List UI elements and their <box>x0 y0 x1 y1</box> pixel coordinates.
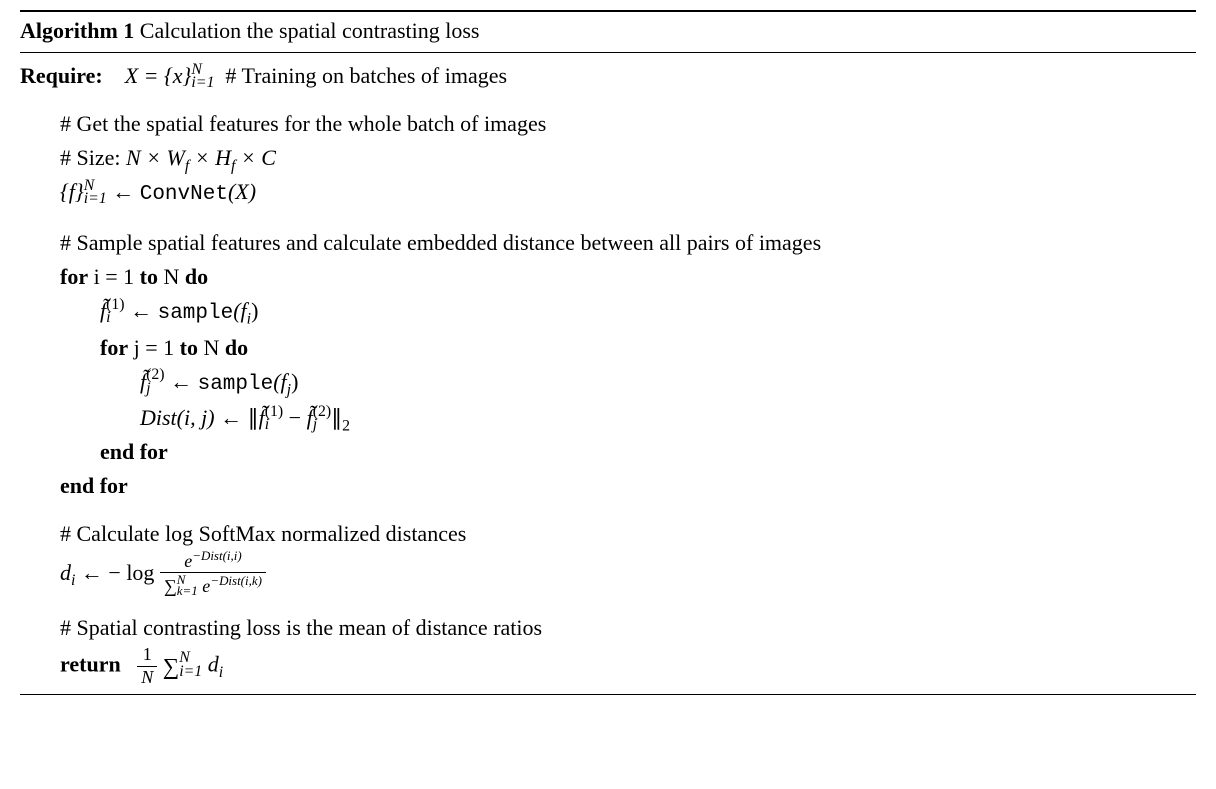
gap <box>20 212 1196 226</box>
algorithm-number: Algorithm 1 <box>20 18 134 43</box>
require-expr-subsup: Ni=1 <box>191 63 214 90</box>
rule-top <box>20 10 1196 12</box>
dist-assign: Dist(i, j) ← ∥f̃(1)i − f̃(2)j∥2 <box>20 401 1196 435</box>
softmax-frac: e−Dist(i,i) ∑Nk=1 e−Dist(i,k) <box>160 552 266 597</box>
d-assign: di ← − log e−Dist(i,i) ∑Nk=1 e−Dist(i,k) <box>20 552 1196 597</box>
rule-bottom <box>20 694 1196 695</box>
f2-assign: f̃(2)j ← sample(fj) <box>20 365 1196 402</box>
sec2-comment: # Sample spatial features and calculate … <box>20 226 1196 260</box>
sec1-size: # Size: N × Wf × Hf × C <box>20 141 1196 175</box>
gap <box>20 503 1196 517</box>
end-for-i: end for <box>20 469 1196 503</box>
sec4-comment: # Spatial contrasting loss is the mean o… <box>20 611 1196 645</box>
gap <box>20 93 1196 107</box>
f1-assign: f̃(1)i ← sample(fi) <box>20 294 1196 331</box>
return-frac: 1 N <box>137 645 157 688</box>
require-line: Require: X = {x}Ni=1 # Training on batch… <box>20 59 1196 93</box>
sec1-comment: # Get the spatial features for the whole… <box>20 107 1196 141</box>
sec1-assign: {f}Ni=1 ← ConvNet(X) <box>20 175 1196 212</box>
end-for-j: end for <box>20 435 1196 469</box>
for-i-line: for i = 1 to N do <box>20 260 1196 294</box>
for-j-line: for j = 1 to N do <box>20 331 1196 365</box>
rule-mid <box>20 52 1196 53</box>
require-label: Require: <box>20 63 103 88</box>
require-comment: # Training on batches of images <box>225 63 507 88</box>
return-line: return 1 N ∑Ni=1 di <box>20 645 1196 688</box>
require-expr-pre: X = {x} <box>125 63 192 88</box>
algorithm-block: Algorithm 1 Calculation the spatial cont… <box>20 10 1196 695</box>
algorithm-title: Calculation the spatial contrasting loss <box>140 18 480 43</box>
algorithm-title-line: Algorithm 1 Calculation the spatial cont… <box>20 16 1196 48</box>
gap <box>20 597 1196 611</box>
sec3-comment: # Calculate log SoftMax normalized dista… <box>20 517 1196 551</box>
